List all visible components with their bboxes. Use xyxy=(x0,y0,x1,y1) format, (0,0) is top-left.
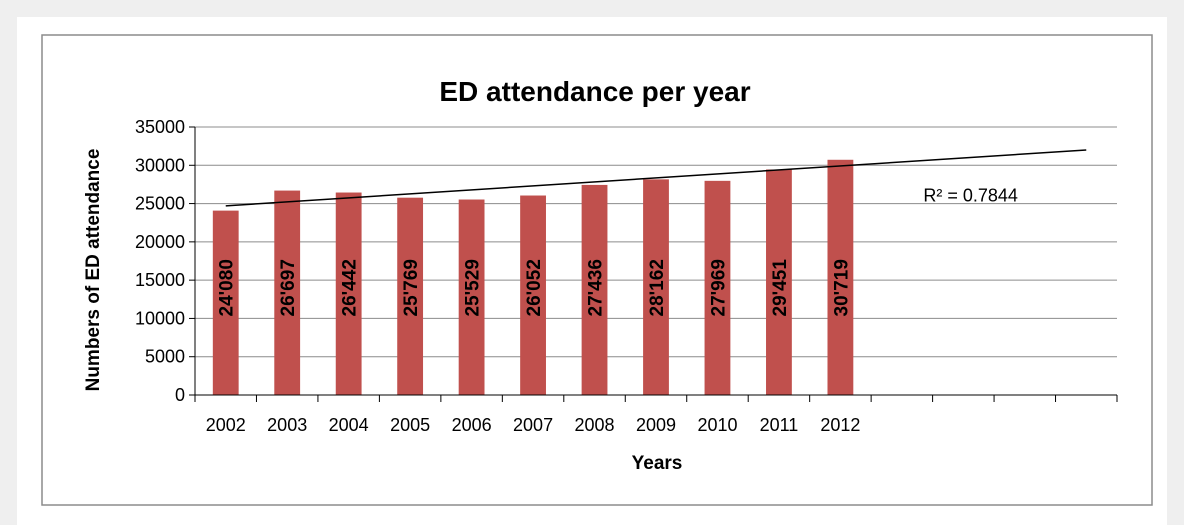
bar-data-label: 29'451 xyxy=(770,259,791,317)
x-axis-title: Years xyxy=(632,453,683,474)
y-tick-label: 20000 xyxy=(135,232,185,252)
bar-labels: 24'080 26'697 26'442 25'769 25'529 26'052 27'4… xyxy=(217,259,853,317)
y-tick-label: 0 xyxy=(175,385,185,405)
bar-data-label: 25'529 xyxy=(463,259,484,316)
bar xyxy=(581,184,608,395)
x-tick-label: 2004 xyxy=(329,415,369,435)
bar xyxy=(397,197,424,395)
x-tick-label: 2008 xyxy=(575,415,615,435)
trendline xyxy=(225,149,1087,207)
chart-title: ED attendance per year xyxy=(439,76,750,107)
y-tick-label: 5000 xyxy=(145,347,185,367)
bar-data-label: 24'080 xyxy=(217,259,238,316)
bar-data-label: 25'769 xyxy=(401,259,422,316)
x-tick-label: 2003 xyxy=(267,415,307,435)
trendline-group: R² = 0.7844 xyxy=(225,149,1087,207)
x-tick-label: 2007 xyxy=(513,415,553,435)
x-tick-label: 2010 xyxy=(697,415,737,435)
y-tick-label: 35000 xyxy=(135,117,185,137)
r-squared-label: R² = 0.7844 xyxy=(923,185,1018,205)
y-axis-title: Numbers of ED attendance xyxy=(83,149,104,392)
chart-frame: ED attendance per year Numbers of ED att… xyxy=(17,17,1167,525)
bar-data-label: 30'719 xyxy=(831,259,852,316)
y-tick-label: 15000 xyxy=(135,270,185,290)
bar-data-label: 26'052 xyxy=(524,259,545,316)
bar xyxy=(458,199,485,395)
bars xyxy=(212,159,854,395)
x-tick-label: 2002 xyxy=(206,415,246,435)
bar xyxy=(766,169,792,395)
x-tick-label: 2012 xyxy=(820,415,860,435)
bar-data-label: 27'436 xyxy=(586,259,607,316)
bar xyxy=(520,195,546,395)
x-tick-label: 2011 xyxy=(760,415,799,435)
bar xyxy=(335,192,362,395)
bar-data-label: 28'162 xyxy=(647,259,668,316)
bar-data-label: 26'442 xyxy=(340,259,361,316)
bar-data-label: 27'969 xyxy=(708,259,729,316)
axes: 0 5000 10000 15000 20000 25000 30000 35000 2002 2… xyxy=(135,117,1118,435)
y-tick-label: 25000 xyxy=(135,194,185,214)
bar xyxy=(274,190,301,395)
bar-data-label: 26'697 xyxy=(278,259,299,316)
bar xyxy=(827,159,854,395)
x-tick-label: 2005 xyxy=(390,415,430,435)
chart-area: ED attendance per year Numbers of ED att… xyxy=(41,34,1153,506)
y-tick-label: 30000 xyxy=(135,155,185,175)
x-tick-label: 2006 xyxy=(452,415,492,435)
bar xyxy=(212,210,239,395)
bar xyxy=(704,180,731,395)
x-tick-label: 2009 xyxy=(636,415,676,435)
bar xyxy=(643,179,669,395)
y-tick-label: 10000 xyxy=(135,308,185,328)
